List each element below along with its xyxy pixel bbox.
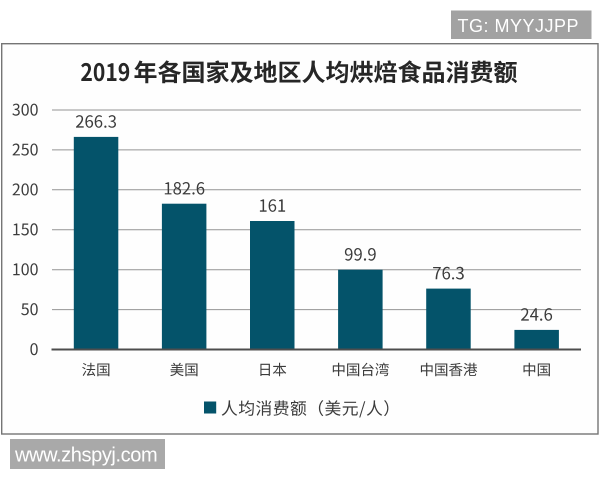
svg-text:www.zhspyj.com: www.zhspyj.com [14,445,157,467]
svg-text:TG: MYYJJPP: TG: MYYJJPP [458,16,580,36]
